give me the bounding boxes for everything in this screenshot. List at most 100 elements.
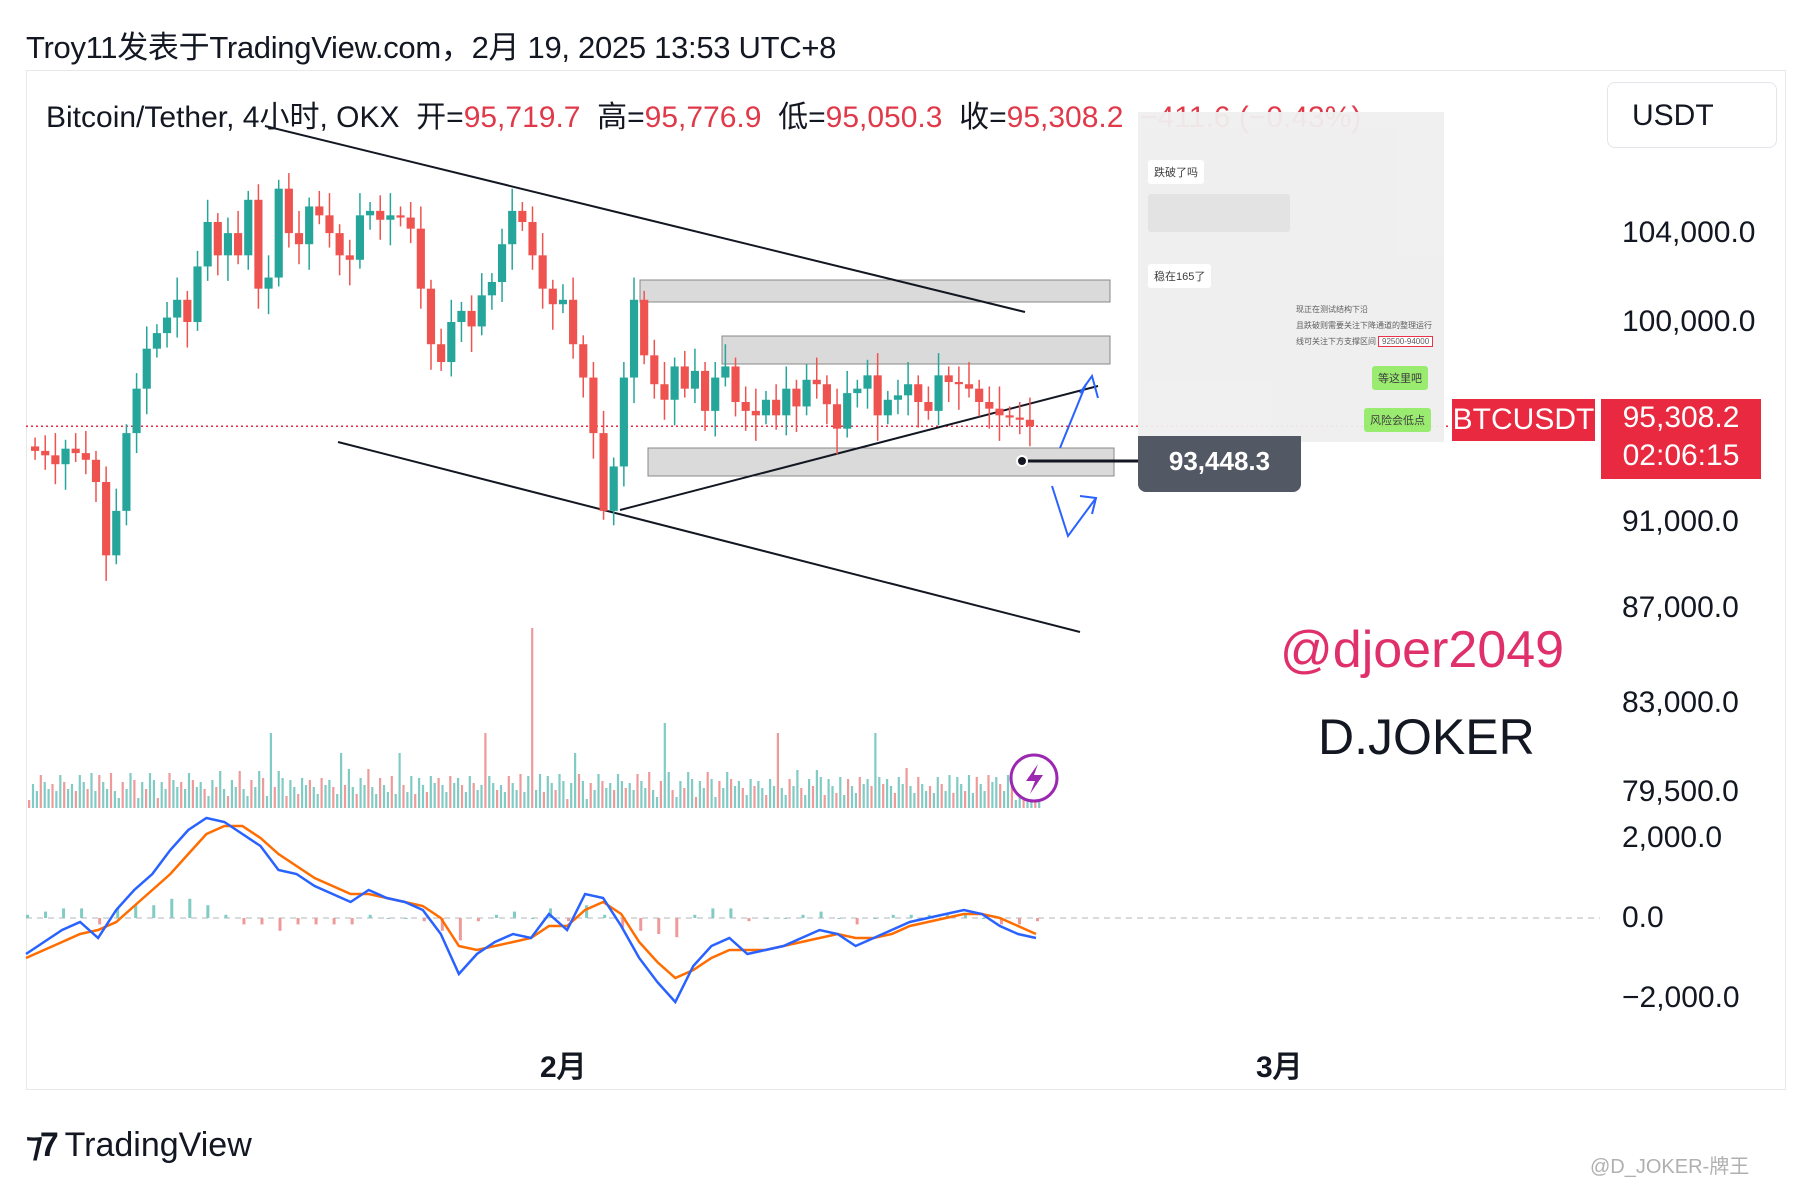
volume-bar bbox=[379, 778, 382, 808]
open-label: 开= bbox=[416, 101, 464, 134]
volume-bar bbox=[390, 776, 393, 808]
macd-histogram-bar bbox=[873, 918, 877, 919]
volume-bar bbox=[574, 753, 577, 808]
volume-bar bbox=[800, 788, 803, 808]
volume-bar bbox=[1014, 800, 1017, 808]
candle-body bbox=[112, 510, 121, 556]
volume-bar bbox=[59, 775, 62, 808]
macd-histogram-bar bbox=[62, 908, 66, 918]
volume-bar bbox=[554, 790, 557, 808]
volume-bar bbox=[289, 780, 292, 808]
macd-histogram-bar bbox=[314, 918, 318, 925]
candle-body bbox=[315, 206, 324, 216]
volume-bar bbox=[644, 788, 647, 808]
macd-histogram-bar bbox=[531, 918, 534, 919]
volume-bar bbox=[940, 784, 943, 808]
candle-body bbox=[366, 210, 375, 216]
candle-body bbox=[761, 399, 771, 416]
volume-bar bbox=[866, 779, 869, 808]
volume-bar bbox=[324, 785, 327, 808]
volume-bar bbox=[542, 792, 545, 808]
price-zone bbox=[721, 335, 1111, 365]
candle-body bbox=[61, 448, 70, 465]
arrow-down-up-path bbox=[1051, 485, 1097, 539]
currency-selector[interactable]: USDT bbox=[1607, 82, 1777, 148]
symbol-price-tag: BTCUSDT bbox=[1452, 399, 1595, 441]
volume-bar bbox=[503, 792, 506, 808]
candle-body bbox=[416, 228, 425, 289]
volume-bar bbox=[605, 788, 608, 808]
volume-bar bbox=[917, 777, 920, 808]
volume-bar bbox=[492, 783, 495, 808]
volume-bar bbox=[277, 771, 280, 808]
volume-bar bbox=[203, 789, 206, 808]
candle-body bbox=[944, 375, 953, 382]
macd-histogram-bar bbox=[98, 918, 102, 925]
volume-bar bbox=[757, 781, 760, 808]
macd-histogram-bar bbox=[404, 918, 408, 919]
candle-body bbox=[376, 210, 385, 220]
volume-bar bbox=[971, 793, 974, 808]
volume-bar bbox=[979, 784, 982, 808]
macd-histogram-bar bbox=[386, 918, 390, 919]
volume-bar bbox=[967, 775, 971, 808]
volume-bar bbox=[831, 786, 834, 808]
macd-histogram-bar bbox=[494, 914, 498, 918]
volume-bar bbox=[55, 791, 58, 808]
macd-histogram-bar bbox=[1017, 918, 1021, 925]
candle-body bbox=[863, 375, 872, 389]
candle-body bbox=[569, 299, 578, 345]
price-tick-label: 91,000.0 bbox=[1622, 505, 1739, 538]
candle-body bbox=[426, 288, 436, 345]
candle-body bbox=[528, 222, 537, 256]
candle-body bbox=[1015, 417, 1024, 420]
candle-body bbox=[31, 446, 40, 451]
volume-bar bbox=[636, 774, 639, 808]
volume-bar bbox=[667, 772, 670, 808]
volume-bar bbox=[570, 783, 573, 808]
candle-body bbox=[609, 466, 618, 511]
volume-bar bbox=[445, 792, 448, 808]
arrow-up-path bbox=[1059, 383, 1087, 449]
volume-bar bbox=[262, 778, 265, 808]
volume-bar bbox=[858, 777, 861, 808]
volume-bar bbox=[718, 781, 721, 808]
volume-bar bbox=[652, 790, 655, 808]
volume-bar bbox=[835, 793, 838, 808]
candle-body bbox=[41, 450, 50, 456]
candle-body bbox=[741, 402, 750, 411]
macd-histogram-bar bbox=[621, 918, 625, 928]
macd-histogram-bar bbox=[206, 905, 210, 918]
volume-bar bbox=[620, 781, 623, 808]
volume-bar bbox=[250, 780, 253, 808]
volume-bar bbox=[698, 781, 701, 808]
open-value: 95,719.7 bbox=[463, 101, 581, 134]
volume-bar bbox=[67, 789, 70, 808]
volume-bar bbox=[655, 797, 659, 808]
volume-bar bbox=[343, 785, 347, 808]
candle-body bbox=[497, 244, 507, 282]
macd-histogram-bar bbox=[116, 908, 120, 918]
volume-bar bbox=[480, 785, 483, 808]
volume-bar bbox=[148, 773, 152, 808]
volume-bar bbox=[176, 787, 179, 808]
volume-bar bbox=[215, 787, 218, 808]
volume-bar bbox=[897, 777, 900, 808]
macd-histogram-bar bbox=[693, 914, 697, 918]
candle-body bbox=[203, 222, 212, 267]
macd-histogram-bar bbox=[458, 918, 462, 941]
candle-body bbox=[396, 215, 405, 218]
volume-bar bbox=[730, 779, 733, 808]
volume-bar bbox=[355, 794, 358, 808]
candle-body bbox=[792, 388, 801, 407]
candle-body bbox=[1025, 419, 1034, 427]
volume-bar bbox=[406, 792, 409, 808]
rising-trend-line bbox=[619, 385, 1099, 511]
volume-bar bbox=[63, 782, 66, 808]
volume-bar bbox=[753, 786, 756, 808]
macd-histogram-bar bbox=[512, 911, 516, 918]
volume-bar bbox=[254, 787, 257, 808]
macd-histogram-bar bbox=[657, 918, 661, 934]
volume-bar bbox=[449, 776, 452, 808]
